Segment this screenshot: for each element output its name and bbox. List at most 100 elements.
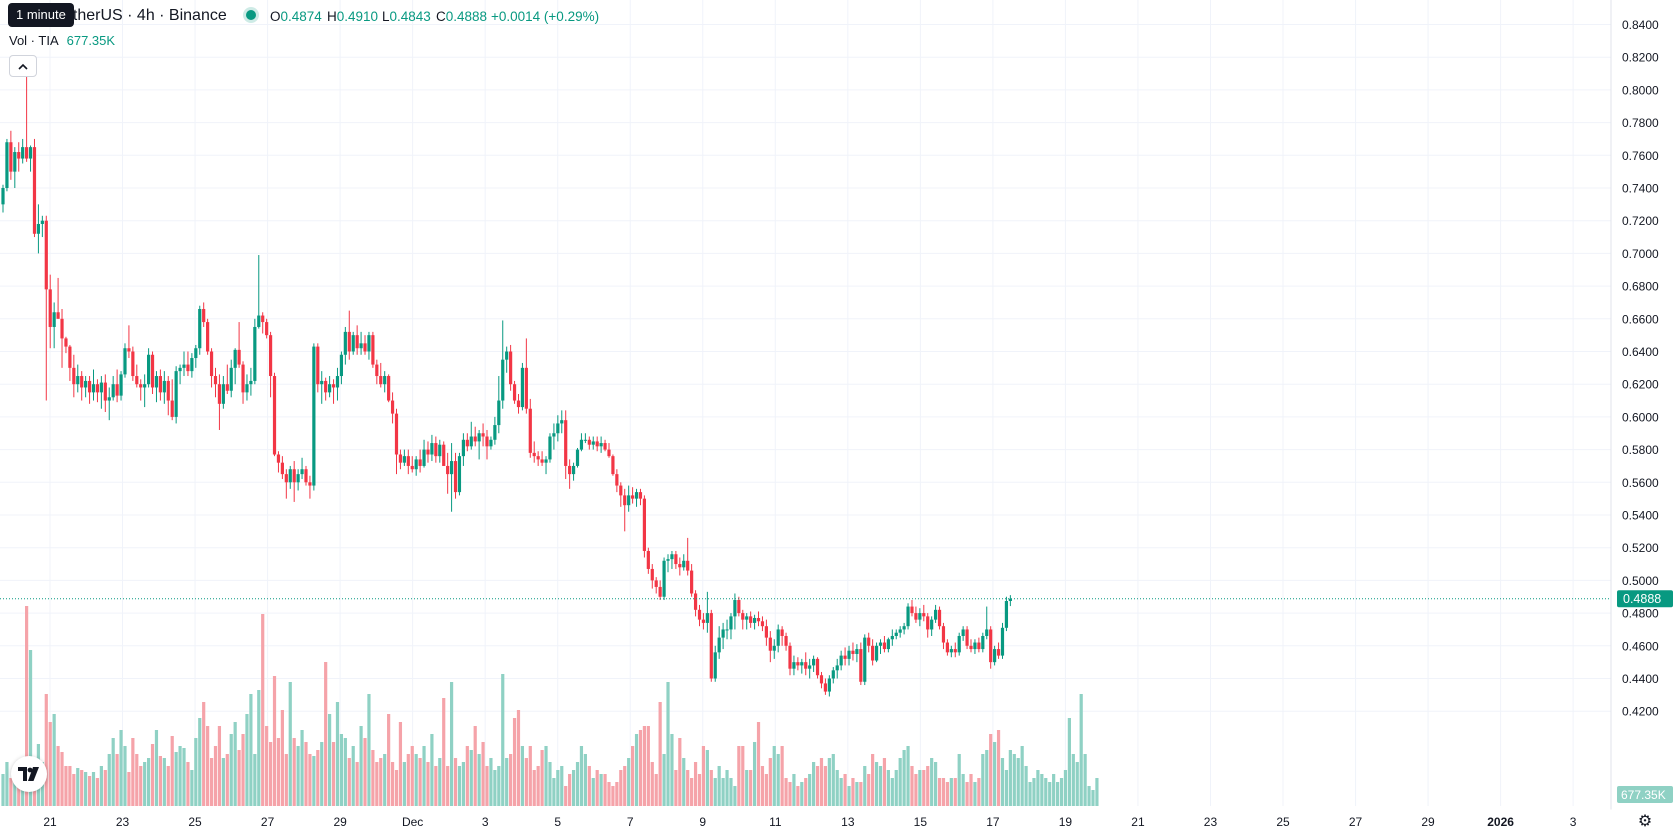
volume-bar [855,782,859,806]
candle-body [438,444,442,457]
tradingview-logo-icon[interactable] [11,756,47,792]
candle-body [579,439,584,450]
volume-bar [544,746,548,806]
volume-bar [493,770,497,806]
volume-bar [1083,754,1087,806]
volume-bar [993,742,997,806]
candle-body [36,223,41,234]
time-axis: 21 23 25 27 29 Dec 3 5 7 9 11 13 15 17 19 21 23 25 27 29 202… [43,815,1576,829]
candle-body [536,456,540,460]
price-tick-label: 0.7200 [1622,214,1659,228]
volume-bar [564,786,568,806]
candle-body [457,456,462,493]
ohlc-open: O0.4874 [270,9,322,24]
volume-bar [119,730,123,806]
candle-body [658,586,662,597]
collapse-legend-button[interactable] [9,55,37,77]
volume-bar [80,770,84,806]
settings-gear-icon[interactable]: ⚙ [1637,813,1653,830]
candle-body [686,560,690,571]
volume-bar [571,770,576,806]
volume-bar [973,782,977,806]
candle-body [135,376,139,385]
candle-body [17,152,21,159]
volume-bar [245,714,249,806]
candle-body [835,665,839,671]
time-tick-label: 23 [116,815,130,829]
candle-body [95,384,100,393]
candle-body [985,629,989,636]
candle-body [387,376,391,401]
volume-bar [815,766,820,806]
volume-bar [926,766,930,806]
volume-bar [139,766,143,806]
volume-bar [446,766,450,806]
volume-bar [965,782,969,806]
candle-body [363,343,367,352]
candle-body [705,613,709,623]
volume-bar [190,770,194,806]
candle-body [638,492,643,499]
candle-body [819,675,824,684]
candle-body [855,649,859,654]
volume-bar [229,734,233,806]
volume-bar [284,754,288,806]
volume-bar [418,758,422,806]
candle-body [398,454,403,463]
volume-bar [453,758,458,806]
market-status-icon[interactable] [246,10,256,20]
candle-body [568,465,572,475]
volume-bar [394,770,399,806]
volume-bar [1063,770,1068,806]
volume-bar [1071,754,1075,806]
volume-bar [788,782,792,806]
volume-bar [265,726,269,806]
volume-bar [713,778,717,806]
volume-bar [202,702,206,806]
candle-body [257,315,261,327]
volume-bar [76,768,80,806]
candle-body [339,354,344,377]
candle-body [615,474,619,486]
volume-legend[interactable]: Vol · TIA 677.35K [9,33,115,48]
candle-body [276,454,281,463]
volume-bar [678,738,682,806]
ohlc-high: H0.4910 [327,9,379,24]
candle-body [516,400,521,408]
volume-bar [560,766,564,806]
volume-tag: 677.35K [1617,786,1673,803]
candle-body [296,474,300,483]
volume-bar [465,746,469,806]
volume-bar [1040,774,1044,806]
candle-body [996,649,1001,656]
candle-body [489,439,493,447]
price-tick-label: 0.4400 [1622,672,1659,686]
volume-bar [146,758,151,806]
volume-bar [272,676,277,806]
candle-body [701,619,706,623]
volume-bar [351,746,355,806]
volume-bar [1020,746,1024,806]
candle-body [823,683,828,692]
time-tick-label: 21 [1131,815,1145,829]
volume-bar [198,718,202,806]
candle-body [202,308,206,323]
symbol-title[interactable]: etherUS · 4h · Binance [64,7,227,24]
candle-body [800,662,804,666]
candle-body [64,338,68,347]
volume-bar [241,734,245,806]
candle-body [501,359,505,401]
volume-bar [682,758,686,806]
volume-bar [449,682,454,806]
volume-bar [127,772,131,806]
candle-body [930,619,934,630]
candle-body [839,655,843,666]
candle-body [945,642,949,653]
volume-bar [367,694,371,806]
candle-body [217,384,222,404]
last-price-tag-bg [1617,590,1673,608]
time-tick-label: 3 [1570,815,1577,829]
volume-bar [123,746,127,806]
volume-bar [741,746,745,806]
